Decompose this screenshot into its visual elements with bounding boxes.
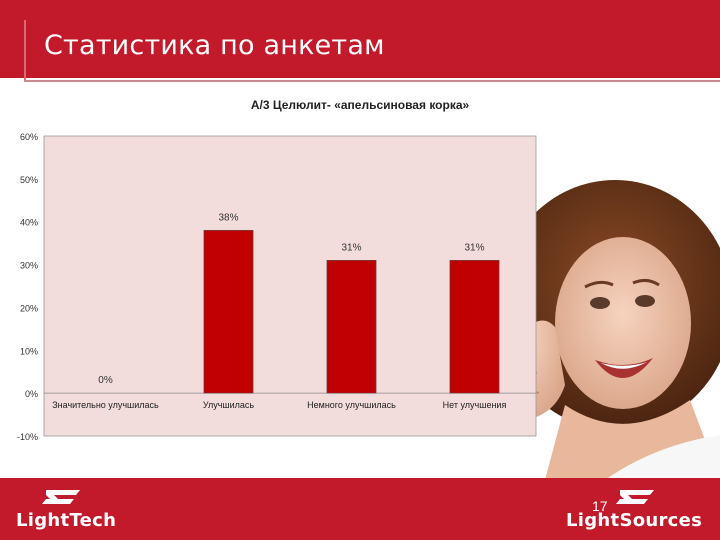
page-title: Статистика по анкетам [44,30,385,61]
page-number: 17 [592,498,608,514]
bars [203,229,500,394]
y-tick-label: -10% [17,432,38,442]
lighttech-logo: LightTech [16,510,117,531]
data-label: 0% [98,375,113,386]
footer-bar [0,478,720,540]
y-axis-ticks: 60% 50% 40% 30% 20% 10% 0% -10% [17,132,38,442]
data-label: 31% [341,242,361,253]
header-accent-vertical [24,20,26,82]
data-labels: 0% 38% 31% 31% [98,212,484,386]
y-tick-label: 0% [25,389,38,399]
bar [449,259,500,394]
chart-title: А/3 Целюлит- «апельсиновая корка» [250,98,470,112]
y-tick-label: 10% [20,346,38,356]
bar [203,229,254,394]
header-divider [24,80,720,82]
x-tick-label: Нет улучшения [443,400,507,410]
lightsources-logo: LightSources [566,510,703,531]
y-tick-label: 30% [20,261,38,271]
data-label: 31% [464,242,484,253]
y-tick-label: 60% [20,132,38,142]
header-bar [0,0,720,78]
bar [326,259,377,394]
x-axis-ticks: Значительно улучшилась Улучшилась Немного … [52,400,506,410]
lighttech-logo-icon [42,490,80,504]
data-label: 38% [218,212,238,223]
x-tick-label: Немного улучшилась [307,400,396,410]
x-tick-label: Улучшилась [203,400,255,410]
y-tick-label: 20% [20,303,38,313]
lightsources-logo-icon [616,490,654,504]
y-tick-label: 40% [20,218,38,228]
x-tick-label: Значительно улучшилась [52,400,159,410]
y-tick-label: 50% [20,175,38,185]
woman-thumbs-up-photo [486,180,720,480]
bar-chart: 60% 50% 40% 30% 20% 10% 0% -10% 0% 38% 31% 31% Зна… [17,132,537,442]
